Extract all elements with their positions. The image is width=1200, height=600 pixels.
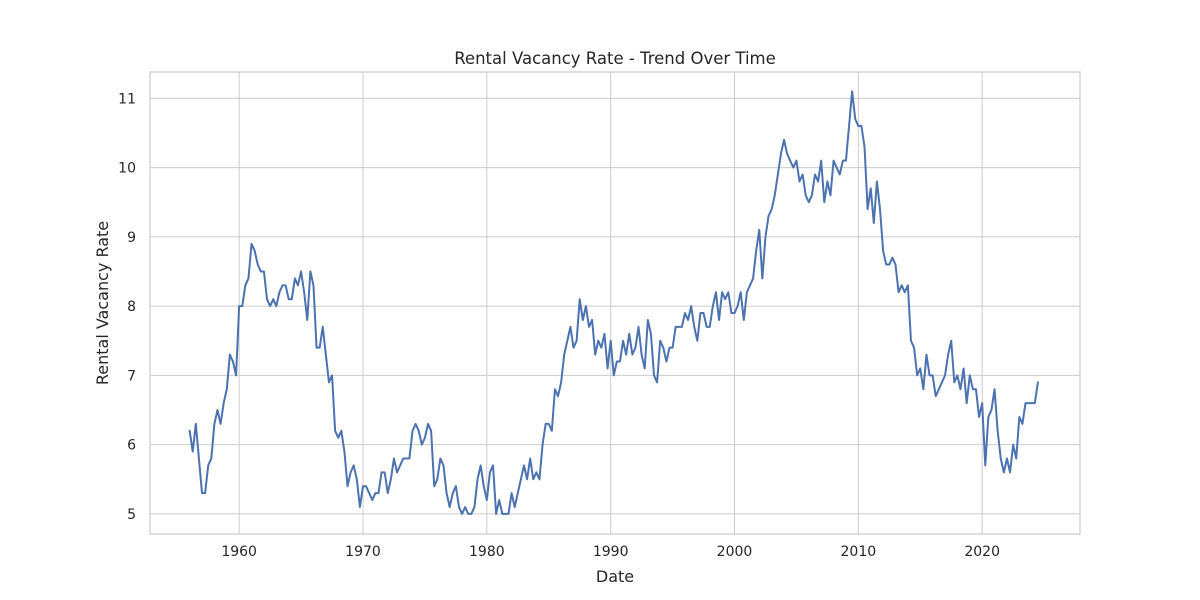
y-tick-label: 11: [118, 91, 136, 107]
y-tick-label: 8: [127, 299, 136, 315]
series-line-rental-vacancy-rate: [188, 90, 1039, 515]
x-axis-label: Date: [596, 567, 634, 586]
plot-background: [150, 72, 1080, 534]
x-tick-labels: 1960 1970 1980 1990 2000 2010 2020: [221, 544, 1000, 560]
x-tick-label: 2010: [841, 544, 877, 560]
x-tick-label: 1970: [345, 544, 381, 560]
y-tick-label: 6: [127, 438, 136, 454]
x-tick-label: 1960: [221, 544, 257, 560]
y-tick-label: 5: [127, 507, 136, 523]
y-tick-labels: 5 6 7 8 9 10 11: [118, 91, 136, 523]
y-axis-label: Rental Vacancy Rate: [93, 221, 112, 385]
chart-title: Rental Vacancy Rate - Trend Over Time: [454, 49, 776, 68]
y-tick-label: 9: [127, 230, 136, 246]
x-tick-label: 1980: [469, 544, 505, 560]
plot-frame: [149, 71, 1081, 535]
y-tick-label: 7: [127, 368, 136, 384]
x-tick-label: 1990: [593, 544, 629, 560]
x-tick-label: 2020: [964, 544, 1000, 560]
y-tick-label: 10: [118, 161, 136, 177]
x-tick-label: 2000: [717, 544, 753, 560]
